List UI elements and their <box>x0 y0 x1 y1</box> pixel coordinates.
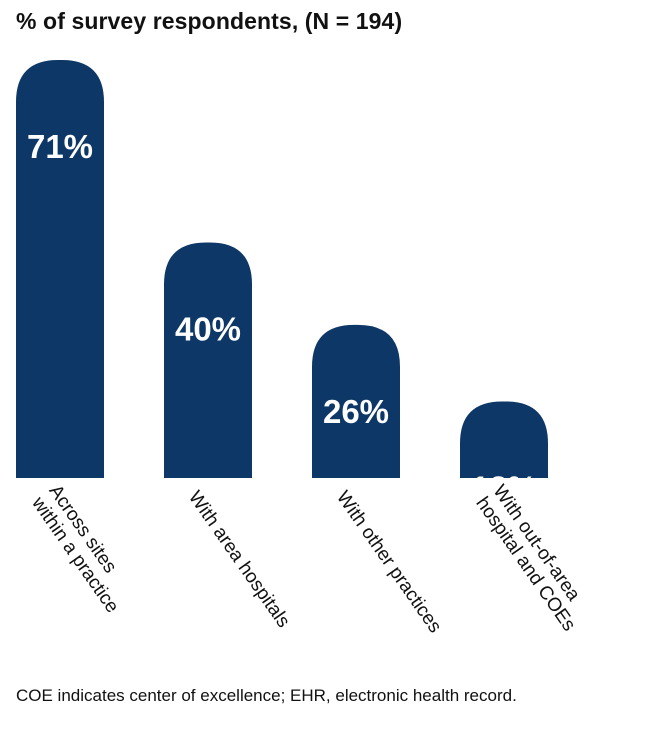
category-label-line: With area hospitals <box>184 487 294 631</box>
bar-value-label: 26% <box>323 393 389 430</box>
chart-title: % of survey respondents, (N = 194) <box>16 8 403 34</box>
bar <box>16 60 104 478</box>
category-label: With other practices <box>332 487 446 637</box>
bar-value-label: 71% <box>27 128 93 165</box>
footnote: COE indicates center of excellence; EHR,… <box>16 686 517 705</box>
bar <box>164 242 252 478</box>
category-label: With area hospitals <box>184 487 294 631</box>
bar <box>312 324 400 478</box>
bar-value-label: 13% <box>471 469 537 506</box>
category-label-line: With other practices <box>332 487 446 637</box>
bar <box>460 401 548 478</box>
bar-value-label: 40% <box>175 311 241 348</box>
